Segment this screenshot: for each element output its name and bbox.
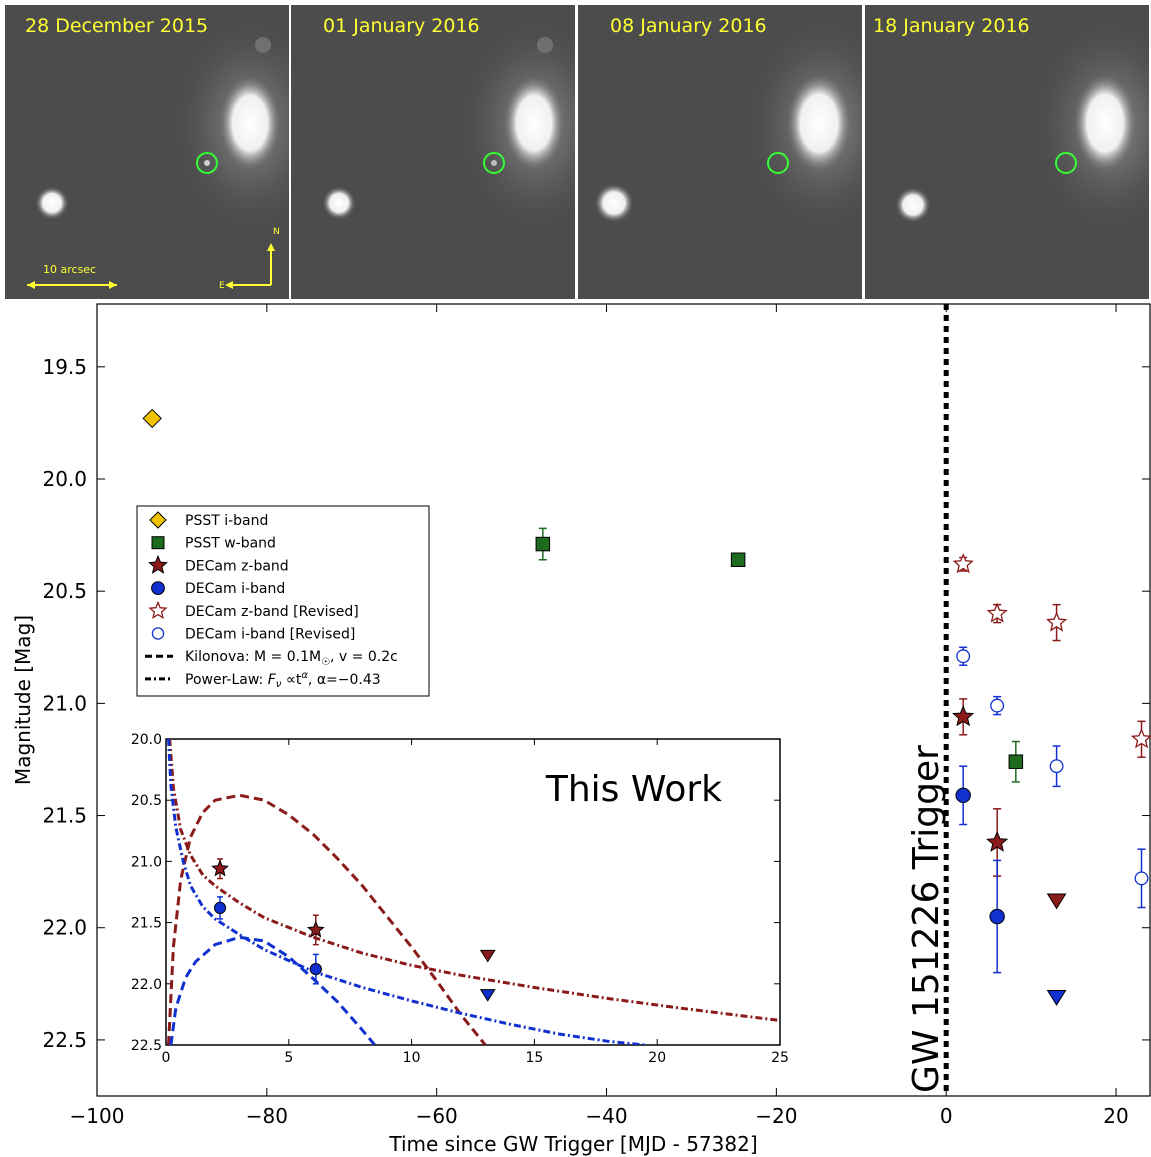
legend-marker bbox=[151, 536, 165, 550]
data-point bbox=[986, 830, 1009, 852]
inset-x-tick-label: 15 bbox=[525, 1050, 543, 1066]
inset-y-tick-label: 20.0 bbox=[131, 732, 162, 748]
legend-label: PSST w-band bbox=[185, 536, 276, 552]
inset-y-tick-label: 21.5 bbox=[131, 916, 162, 932]
transient-circle bbox=[1055, 152, 1077, 174]
image-panel-4: 18 January 2016 bbox=[865, 5, 1149, 299]
legend-label: PSST i-band bbox=[185, 513, 268, 529]
legend-marker bbox=[149, 511, 167, 529]
scale-bar-label: 10 arcsec bbox=[43, 263, 97, 276]
inset-y-tick-label: 21.0 bbox=[131, 854, 162, 870]
data-point bbox=[1130, 728, 1151, 749]
sky-image-4 bbox=[895, 15, 1149, 235]
inset-data-point bbox=[213, 901, 227, 915]
y-tick-label: 21.0 bbox=[42, 691, 87, 715]
inset-data-point bbox=[479, 989, 496, 1002]
panel-date: 28 December 2015 bbox=[25, 15, 209, 37]
x-tick-label: −60 bbox=[416, 1104, 458, 1128]
data-point bbox=[986, 602, 1008, 623]
sky-image-1 bbox=[27, 15, 289, 289]
y-tick-label: 20.0 bbox=[42, 467, 87, 491]
inset-x-tick-label: 25 bbox=[771, 1050, 789, 1066]
compass-east: E bbox=[219, 281, 225, 291]
y-tick-label: 19.5 bbox=[42, 355, 87, 379]
inset-x-tick-label: 0 bbox=[162, 1050, 171, 1066]
x-tick-label: 20 bbox=[1103, 1104, 1128, 1128]
data-point bbox=[989, 908, 1005, 925]
inset-data-point bbox=[479, 949, 496, 963]
image-panel-1: 28 December 2015 10 arcsec N E bbox=[5, 5, 289, 299]
data-point bbox=[955, 787, 971, 804]
sky-image-3 bbox=[594, 15, 862, 235]
kilonova-curve bbox=[169, 935, 376, 1045]
inset-data-point bbox=[211, 859, 229, 877]
x-tick-label: −100 bbox=[70, 1104, 125, 1128]
x-tick-label: −20 bbox=[755, 1104, 797, 1128]
inset-curves bbox=[167, 739, 780, 1045]
data-point bbox=[1134, 871, 1149, 886]
data-point bbox=[1049, 759, 1064, 774]
legend-box bbox=[136, 505, 430, 697]
compass-north: N bbox=[273, 227, 280, 237]
legend-label: Power-Law: Fν ∝tα, α=−0.43 bbox=[185, 670, 381, 690]
y-axis-label: Magnitude [Mag] bbox=[11, 615, 35, 785]
x-axis-label: Time since GW Trigger [MJD - 57382] bbox=[388, 1132, 757, 1156]
data-point bbox=[142, 408, 162, 429]
data-points bbox=[142, 408, 1151, 1006]
inset-y-tick-label: 22.5 bbox=[131, 1038, 162, 1054]
inset-x-tick-label: 20 bbox=[648, 1050, 666, 1066]
data-point bbox=[952, 705, 975, 727]
inset-x-tick-label: 10 bbox=[403, 1050, 421, 1066]
data-point bbox=[1045, 611, 1068, 632]
transient-circle bbox=[483, 152, 505, 174]
data-point bbox=[1046, 893, 1067, 910]
y-tick-label: 22.5 bbox=[42, 1028, 87, 1052]
data-point bbox=[1046, 990, 1067, 1006]
inset-frame bbox=[165, 738, 781, 1046]
panel-date: 18 January 2016 bbox=[873, 15, 1030, 37]
data-point bbox=[956, 649, 971, 664]
inset-annotation: This Work bbox=[545, 769, 722, 810]
sky-image-2 bbox=[322, 15, 575, 235]
data-point bbox=[535, 536, 551, 552]
y-axis: 19.5 20.0 20.5 21.0 21.5 22.0 22.5 bbox=[42, 355, 1150, 1052]
transient-circle bbox=[767, 152, 789, 174]
legend-marker bbox=[148, 600, 168, 619]
data-point bbox=[1008, 754, 1024, 769]
inset-x-tick-label: 5 bbox=[284, 1050, 293, 1066]
inset-data-point bbox=[306, 920, 325, 938]
x-tick-label: −40 bbox=[585, 1104, 627, 1128]
inset-y-tick-label: 20.5 bbox=[131, 793, 162, 809]
legend-marker bbox=[148, 554, 168, 574]
power-law-curve bbox=[168, 739, 780, 1022]
data-point bbox=[730, 552, 746, 568]
inset-chart: 0 5 10 15 20 25 20.0 20.5 21.0 21.5 22.0 22.5 This W… bbox=[131, 732, 789, 1066]
image-panel-3: 08 January 2016 bbox=[578, 5, 862, 299]
power-law-curve bbox=[167, 739, 646, 1045]
legend-marker bbox=[151, 581, 165, 596]
x-axis: −100 −80 −60 −40 −20 0 20 bbox=[70, 304, 1129, 1128]
legend-label: Kilonova: M = 0.1M☉, v = 0.2c bbox=[185, 649, 398, 668]
data-point bbox=[952, 553, 974, 574]
legend-label: DECam i-band bbox=[185, 581, 285, 597]
inset-y-tick-label: 22.0 bbox=[131, 977, 162, 993]
inset-data-point bbox=[309, 963, 322, 976]
data-point bbox=[990, 698, 1005, 713]
panel-date: 08 January 2016 bbox=[610, 15, 767, 37]
legend-label: DECam i-band [Revised] bbox=[185, 627, 355, 643]
legend-label: DECam z-band bbox=[185, 558, 289, 574]
panel-date: 01 January 2016 bbox=[323, 15, 480, 37]
legend-label: DECam z-band [Revised] bbox=[185, 604, 359, 620]
y-tick-label: 22.0 bbox=[42, 916, 87, 940]
y-tick-label: 20.5 bbox=[42, 579, 87, 603]
transient-circle bbox=[196, 152, 218, 174]
x-tick-label: 0 bbox=[940, 1104, 953, 1128]
legend: PSST i-band PSST w-band DECam z-band DECam … bbox=[136, 505, 430, 697]
light-curve-chart: −100 −80 −60 −40 −20 0 20 19.5 20.0 20.5 21.0 21.5 2… bbox=[11, 303, 1151, 1156]
trigger-label: GW 151226 Trigger bbox=[906, 745, 947, 1093]
image-panel-2: 01 January 2016 bbox=[291, 5, 575, 299]
y-tick-label: 21.5 bbox=[42, 804, 87, 828]
legend-marker bbox=[151, 627, 165, 640]
x-tick-label: −80 bbox=[246, 1104, 288, 1128]
